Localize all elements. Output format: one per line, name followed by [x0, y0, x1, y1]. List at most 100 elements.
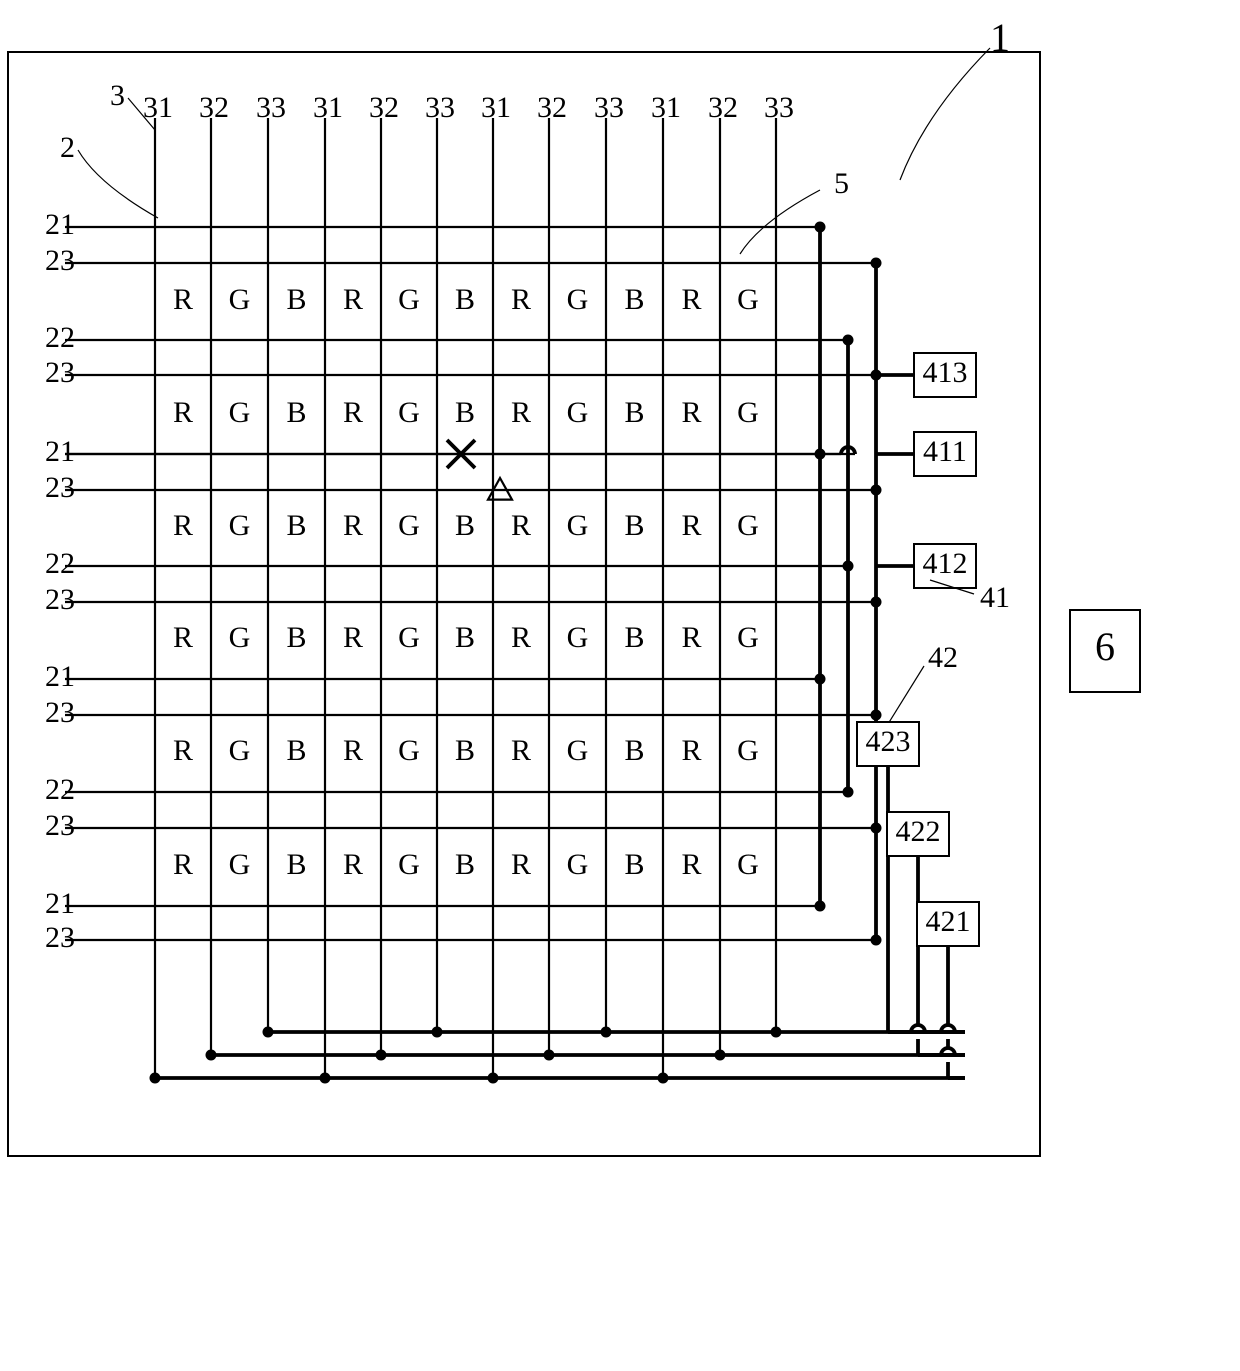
svg-text:R: R [511, 283, 531, 316]
svg-text:G: G [229, 509, 251, 542]
svg-text:B: B [455, 621, 475, 654]
svg-text:R: R [681, 734, 701, 767]
svg-text:B: B [455, 848, 475, 881]
svg-text:G: G [737, 396, 759, 429]
svg-text:41: 41 [980, 581, 1010, 614]
svg-text:R: R [511, 396, 531, 429]
svg-text:422: 422 [896, 815, 941, 848]
svg-text:B: B [455, 283, 475, 316]
svg-text:R: R [681, 621, 701, 654]
svg-text:B: B [286, 848, 306, 881]
svg-text:33: 33 [594, 91, 624, 124]
svg-text:R: R [173, 734, 193, 767]
svg-text:21: 21 [45, 208, 75, 241]
svg-text:21: 21 [45, 435, 75, 468]
svg-text:6: 6 [1095, 624, 1115, 669]
svg-text:R: R [681, 396, 701, 429]
svg-text:42: 42 [928, 641, 958, 674]
svg-text:G: G [229, 621, 251, 654]
svg-text:423: 423 [866, 725, 911, 758]
svg-text:R: R [343, 734, 363, 767]
svg-text:R: R [343, 848, 363, 881]
svg-text:G: G [567, 396, 589, 429]
svg-text:B: B [286, 509, 306, 542]
svg-text:R: R [343, 396, 363, 429]
svg-text:R: R [173, 396, 193, 429]
svg-text:G: G [229, 396, 251, 429]
svg-text:21: 21 [45, 887, 75, 920]
svg-text:G: G [229, 848, 251, 881]
svg-text:22: 22 [45, 547, 75, 580]
svg-text:23: 23 [45, 471, 75, 504]
svg-text:B: B [455, 734, 475, 767]
svg-text:32: 32 [199, 91, 229, 124]
svg-text:R: R [511, 621, 531, 654]
svg-text:32: 32 [537, 91, 567, 124]
svg-text:R: R [173, 509, 193, 542]
svg-text:G: G [737, 848, 759, 881]
svg-text:5: 5 [834, 167, 849, 200]
svg-text:B: B [286, 621, 306, 654]
svg-text:B: B [455, 509, 475, 542]
svg-text:31: 31 [651, 91, 681, 124]
svg-text:2: 2 [60, 131, 75, 164]
svg-text:23: 23 [45, 244, 75, 277]
svg-text:R: R [343, 283, 363, 316]
svg-text:G: G [567, 283, 589, 316]
svg-text:21: 21 [45, 660, 75, 693]
svg-text:R: R [681, 283, 701, 316]
svg-text:G: G [229, 734, 251, 767]
svg-text:G: G [567, 734, 589, 767]
svg-text:B: B [286, 396, 306, 429]
svg-text:B: B [624, 509, 644, 542]
svg-text:23: 23 [45, 809, 75, 842]
svg-text:R: R [173, 848, 193, 881]
svg-text:23: 23 [45, 356, 75, 389]
svg-text:B: B [624, 396, 644, 429]
svg-text:1: 1 [990, 15, 1010, 60]
svg-text:R: R [511, 734, 531, 767]
svg-text:B: B [624, 848, 644, 881]
svg-text:G: G [398, 509, 420, 542]
svg-text:R: R [511, 509, 531, 542]
svg-text:3: 3 [110, 79, 125, 112]
svg-text:31: 31 [313, 91, 343, 124]
svg-text:R: R [681, 509, 701, 542]
svg-text:G: G [567, 848, 589, 881]
svg-text:R: R [681, 848, 701, 881]
svg-text:22: 22 [45, 773, 75, 806]
svg-text:B: B [624, 734, 644, 767]
svg-text:411: 411 [923, 435, 967, 468]
svg-text:421: 421 [926, 905, 971, 938]
svg-text:G: G [567, 621, 589, 654]
svg-text:31: 31 [143, 91, 173, 124]
svg-text:32: 32 [369, 91, 399, 124]
svg-text:33: 33 [425, 91, 455, 124]
svg-text:G: G [398, 848, 420, 881]
svg-text:G: G [398, 734, 420, 767]
svg-text:G: G [737, 734, 759, 767]
svg-text:G: G [737, 283, 759, 316]
svg-text:B: B [624, 621, 644, 654]
svg-text:33: 33 [256, 91, 286, 124]
svg-text:R: R [511, 848, 531, 881]
svg-text:R: R [173, 283, 193, 316]
svg-text:G: G [229, 283, 251, 316]
svg-text:31: 31 [481, 91, 511, 124]
svg-text:G: G [398, 621, 420, 654]
svg-text:B: B [624, 283, 644, 316]
svg-text:B: B [286, 283, 306, 316]
diagram-svg: 1313233313233313233313233212322232123222… [0, 0, 1240, 1371]
svg-text:G: G [567, 509, 589, 542]
svg-text:G: G [398, 396, 420, 429]
svg-text:32: 32 [708, 91, 738, 124]
svg-text:R: R [343, 621, 363, 654]
svg-text:22: 22 [45, 321, 75, 354]
svg-text:G: G [737, 621, 759, 654]
svg-text:G: G [737, 509, 759, 542]
svg-text:413: 413 [923, 356, 968, 389]
svg-text:23: 23 [45, 921, 75, 954]
svg-text:G: G [398, 283, 420, 316]
svg-text:23: 23 [45, 583, 75, 616]
svg-text:B: B [286, 734, 306, 767]
